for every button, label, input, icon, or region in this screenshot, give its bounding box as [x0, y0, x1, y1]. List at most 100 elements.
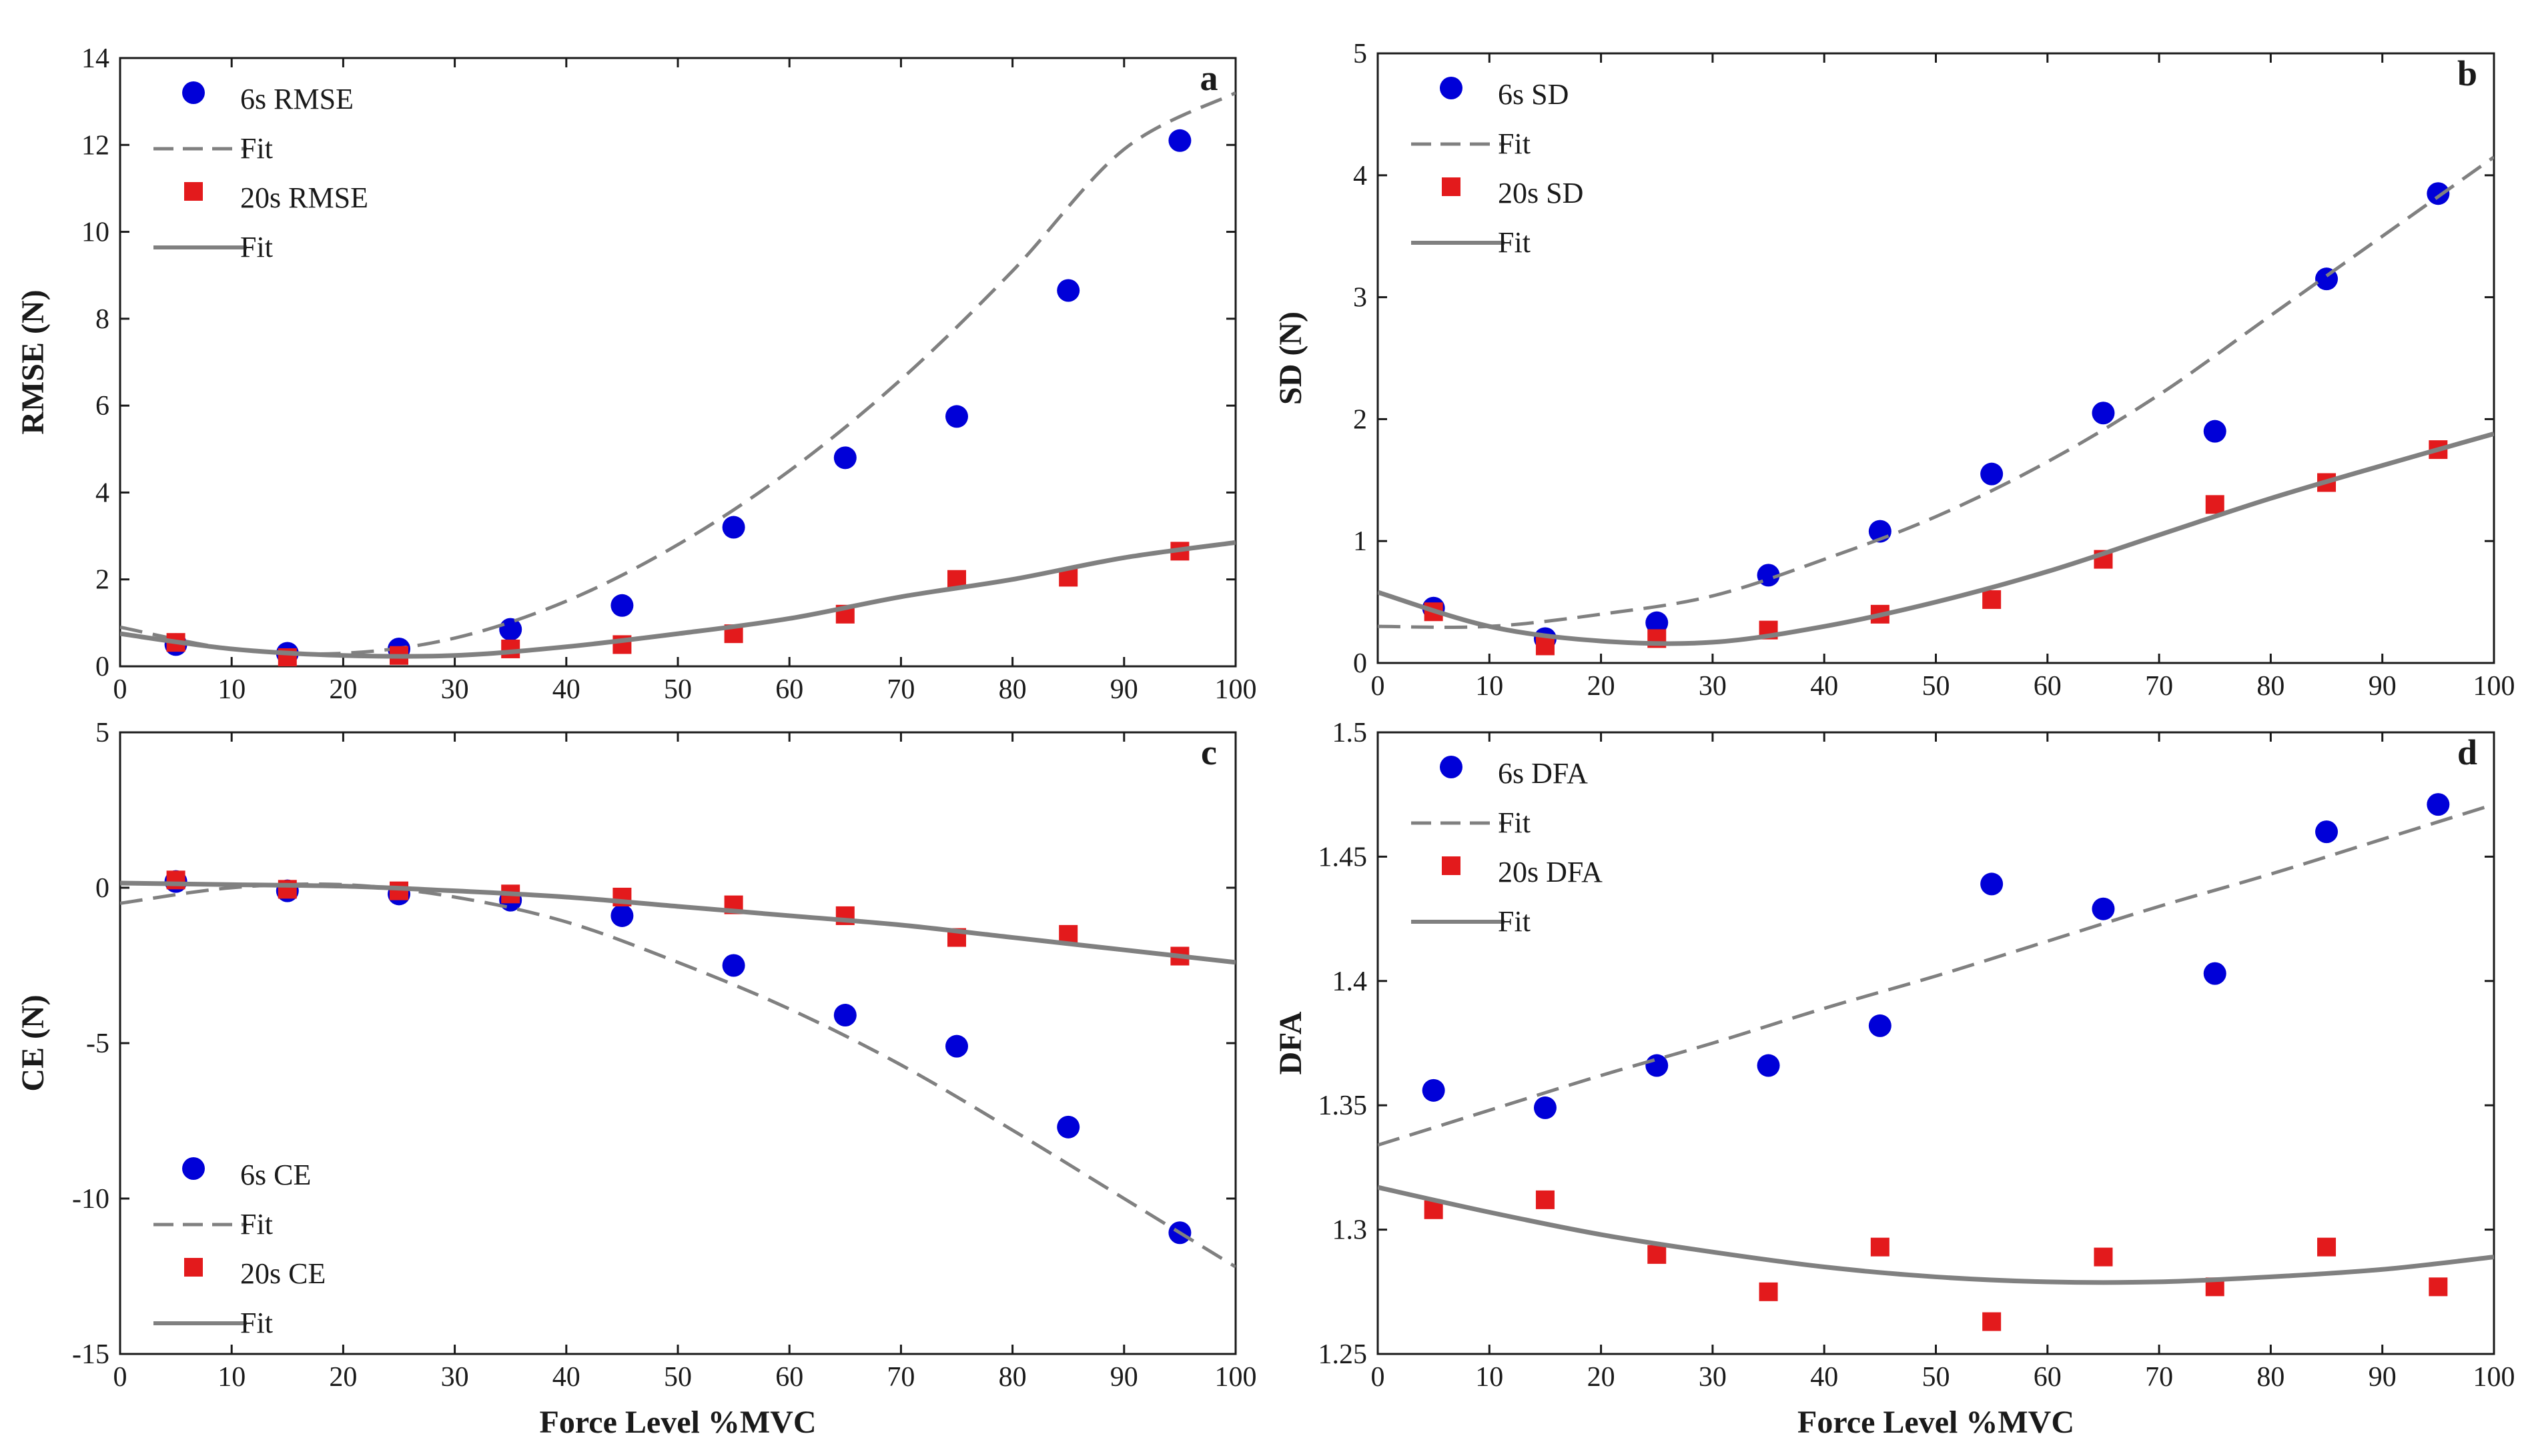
x-tick-label: 50 — [664, 1362, 692, 1393]
panel-letter: d — [2457, 732, 2477, 772]
x-tick-label: 20 — [329, 674, 357, 705]
x-tick-label: 90 — [2369, 1362, 2397, 1393]
plot-area — [1378, 155, 2494, 656]
x-tick-label: 20 — [1587, 671, 1615, 702]
legend-label: Fit — [1498, 905, 1531, 938]
legend-item: 20s RMSE — [184, 181, 368, 214]
y-tick-label: 2 — [1353, 404, 1367, 435]
panel-d: 0 10 20 30 40 50 60 70 80 90 100 1.25 1.3 1.35 1.4 1.45… — [1273, 718, 2515, 1440]
legend-item: 20s DFA — [1442, 856, 1603, 888]
x-tick-label: 70 — [887, 1362, 915, 1393]
legend-item: 6s CE — [182, 1157, 311, 1191]
legend-label: 6s DFA — [1498, 757, 1588, 790]
legend: 6s CE Fit 20s CE Fit — [153, 1157, 326, 1339]
plot-frame — [1376, 52, 2495, 664]
x-tick-label: 0 — [113, 1362, 127, 1393]
fit-line — [1378, 155, 2494, 630]
x-tick-label: 20 — [1587, 1362, 1615, 1393]
fit-line — [1378, 802, 2494, 1147]
legend-marker — [184, 1258, 203, 1277]
x-tick-label: 90 — [1110, 1362, 1138, 1393]
data-point — [2427, 793, 2450, 816]
y-tick-label: 1.35 — [1318, 1090, 1368, 1121]
data-point — [1868, 1014, 1891, 1037]
data-point — [278, 880, 297, 899]
x-tick-label: 100 — [2473, 1362, 2515, 1393]
data-point — [1982, 590, 2002, 609]
data-point — [2315, 820, 2339, 844]
x-tick-label: 80 — [999, 674, 1027, 705]
x-tick-label: 10 — [1475, 671, 1503, 702]
x-tick-label: 40 — [1810, 671, 1838, 702]
data-point — [1647, 1245, 1667, 1264]
x-tick-label: 0 — [113, 674, 127, 705]
data-point — [722, 516, 745, 539]
data-point — [1533, 1096, 1557, 1119]
legend-item: 6s RMSE — [182, 81, 354, 115]
legend-item: Fit — [153, 1307, 273, 1339]
data-point — [2092, 897, 2115, 920]
y-tick-label: -15 — [72, 1339, 109, 1370]
data-point — [1870, 1237, 1889, 1257]
legend-label: 6s RMSE — [240, 83, 354, 115]
data-point — [2203, 962, 2226, 985]
legend-label: Fit — [1498, 127, 1531, 160]
data-point — [833, 1004, 857, 1027]
x-tick-label: 100 — [2473, 671, 2515, 702]
panel-letter: b — [2457, 53, 2477, 93]
x-tick-label: 40 — [552, 674, 580, 705]
legend-label: 6s CE — [240, 1159, 311, 1191]
legend-label: 20s SD — [1498, 177, 1583, 209]
x-tick-label: 60 — [2034, 1362, 2062, 1393]
data-point — [610, 904, 634, 927]
legend-label: Fit — [1498, 806, 1531, 839]
x-tick-label: 30 — [1699, 1362, 1727, 1393]
legend: 6s RMSE Fit 20s RMSE Fit — [153, 81, 368, 263]
legend-item: Fit — [153, 1208, 273, 1241]
data-point — [1982, 1312, 2002, 1331]
y-tick-label: 0 — [1353, 648, 1367, 679]
panel-letter: a — [1200, 58, 1218, 98]
data-point — [2429, 1277, 2448, 1297]
legend-label: Fit — [240, 1307, 273, 1339]
plot-area — [120, 870, 1236, 1269]
legend-label: Fit — [240, 132, 273, 165]
y-tick-label: 12 — [81, 130, 109, 161]
panel-letter: c — [1201, 732, 1217, 772]
legend-label: Fit — [240, 231, 273, 263]
data-point — [2203, 420, 2226, 443]
y-tick-label: 1.25 — [1318, 1339, 1368, 1370]
legend-item: 20s SD — [1442, 177, 1583, 209]
data-point — [1757, 1054, 1780, 1077]
y-tick-label: 0 — [95, 873, 109, 904]
y-tick-label: 5 — [1353, 39, 1367, 69]
fit-line — [1378, 431, 2494, 646]
y-tick-label: 1.3 — [1332, 1215, 1368, 1246]
x-tick-label: 0 — [1371, 671, 1385, 702]
x-tick-label: 0 — [1371, 1362, 1385, 1393]
panel-a: 0 10 20 30 40 50 60 70 80 90 100 0 2 4 6 8 10 12 14 RMSE (N… — [15, 43, 1257, 705]
data-point — [1980, 872, 2004, 896]
y-tick-label: 4 — [1353, 161, 1367, 191]
legend-label: 20s CE — [240, 1257, 326, 1290]
data-point — [945, 405, 968, 428]
x-tick-label: 30 — [441, 674, 469, 705]
x-tick-label: 20 — [329, 1362, 357, 1393]
fit-line — [120, 540, 1236, 659]
legend: 6s DFA Fit 20s DFA Fit — [1411, 756, 1603, 938]
data-point — [1645, 611, 1669, 634]
legend-item: Fit — [1411, 806, 1531, 839]
x-tick-label: 60 — [775, 1362, 803, 1393]
y-tick-label: 6 — [95, 391, 109, 422]
legend-marker — [184, 182, 203, 201]
legend-item: 6s SD — [1440, 77, 1569, 111]
x-tick-label: 10 — [1475, 1362, 1503, 1393]
x-tick-label: 100 — [1215, 1362, 1257, 1393]
data-point — [1759, 1282, 1778, 1301]
x-tick-label: 90 — [1110, 674, 1138, 705]
y-axis-title: RMSE (N) — [15, 289, 51, 434]
x-axis-title: Force Level %MVC — [1797, 1405, 2074, 1440]
y-tick-label: 10 — [81, 217, 109, 248]
data-point — [499, 618, 522, 641]
